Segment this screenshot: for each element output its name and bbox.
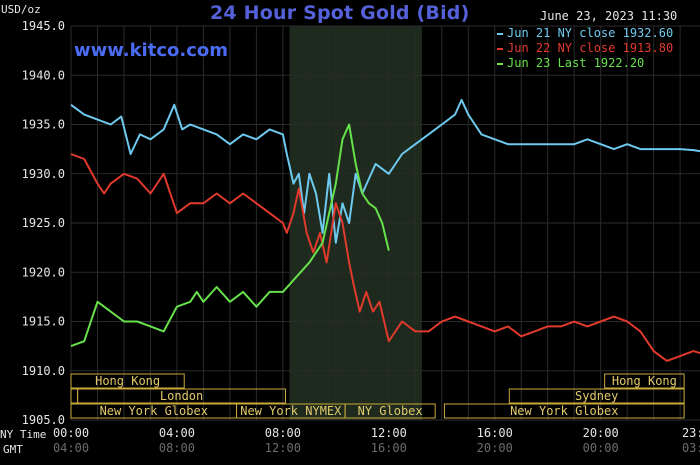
x-tick-label-ny: 04:00 bbox=[159, 426, 195, 440]
session-box bbox=[70, 373, 185, 389]
y-tick-label: 1940.0 bbox=[22, 68, 65, 82]
y-tick-label: 1945.0 bbox=[22, 19, 65, 33]
y-tick-label: 1905.0 bbox=[22, 413, 65, 427]
y-tick-label: 1930.0 bbox=[22, 167, 65, 181]
session-box bbox=[508, 388, 685, 404]
y-tick-label: 1925.0 bbox=[22, 216, 65, 230]
x-tick-label-gmt: 08:00 bbox=[159, 441, 195, 455]
session-label: London bbox=[160, 389, 203, 403]
session-box bbox=[77, 388, 287, 404]
x-tick-label-gmt: 16:00 bbox=[371, 441, 407, 455]
session-box bbox=[344, 403, 436, 419]
legend-swatch-jun21 bbox=[497, 32, 503, 35]
y-tick-label: 1915.0 bbox=[22, 315, 65, 329]
gmt-label: GMT bbox=[3, 443, 23, 456]
y-tick-label: 1920.0 bbox=[22, 265, 65, 279]
y-tick-label: 1910.0 bbox=[22, 364, 65, 378]
session-box bbox=[443, 403, 685, 419]
session-label: New York NYMEX bbox=[240, 404, 342, 418]
brand-url: www.kitco.com bbox=[74, 40, 228, 61]
legend-item-jun22: Jun 22 NY close 1913.80 bbox=[497, 41, 673, 56]
x-tick-label-ny: 00:00 bbox=[53, 426, 89, 440]
price-series bbox=[70, 98, 700, 362]
legend-label-jun21: Jun 21 NY close 1932.60 bbox=[507, 26, 674, 40]
legend-swatch-jun22 bbox=[497, 47, 503, 50]
session-label: Sydney bbox=[575, 389, 618, 403]
session-label: Hong Kong bbox=[95, 374, 160, 388]
ny-time-label: NY Time bbox=[0, 428, 47, 441]
x-tick-label-gmt: 04:00 bbox=[53, 441, 89, 455]
chart-title: 24 Hour Spot Gold (Bid) bbox=[210, 2, 470, 24]
units-label: USD/oz bbox=[1, 3, 41, 16]
legend-swatch-jun23 bbox=[497, 62, 503, 65]
x-tick-label-ny: 20:00 bbox=[583, 426, 619, 440]
x-tick-label-ny: 16:00 bbox=[477, 426, 513, 440]
x-tick-label-gmt: 00:00 bbox=[583, 441, 619, 455]
session-box bbox=[604, 373, 685, 389]
y-tick-label: 1935.0 bbox=[22, 118, 65, 132]
chart-grid bbox=[70, 25, 700, 421]
session-label: New York Globex bbox=[100, 404, 208, 418]
session-label: New York Globex bbox=[510, 404, 618, 418]
x-tick-label-gmt: 03:59 bbox=[682, 441, 700, 455]
session-label: NY Globex bbox=[358, 404, 423, 418]
x-tick-label-gmt: 20:00 bbox=[477, 441, 513, 455]
legend-label-jun22: Jun 22 NY close 1913.80 bbox=[507, 41, 674, 55]
legend-item-jun23: Jun 23 Last 1922.20 bbox=[497, 56, 673, 71]
series-line-jun22 bbox=[70, 153, 700, 362]
timestamp: June 23, 2023 11:30 bbox=[540, 9, 678, 23]
x-tick-label-ny: 23:59 bbox=[682, 426, 700, 440]
x-tick-label-gmt: 12:00 bbox=[265, 441, 301, 455]
legend: Jun 21 NY close 1932.60 Jun 22 NY close … bbox=[497, 26, 673, 71]
series-line-jun23 bbox=[70, 123, 390, 348]
x-tick-label-ny: 08:00 bbox=[265, 426, 301, 440]
x-tick-label-ny: 12:00 bbox=[371, 426, 407, 440]
session-label: Hong Kong bbox=[612, 374, 677, 388]
legend-label-jun23: Jun 23 Last 1922.20 bbox=[507, 56, 645, 70]
y-axis-ticks: 1905.0 1910.0 1915.0 1920.0 1925.0 1930.0 1935… bbox=[22, 19, 65, 427]
legend-item-jun21: Jun 21 NY close 1932.60 bbox=[497, 26, 673, 41]
x-axis-ticks: 00:0004:0004:0008:0008:0012:0012:0016:00… bbox=[53, 426, 700, 455]
series-line-jun21 bbox=[70, 98, 700, 244]
